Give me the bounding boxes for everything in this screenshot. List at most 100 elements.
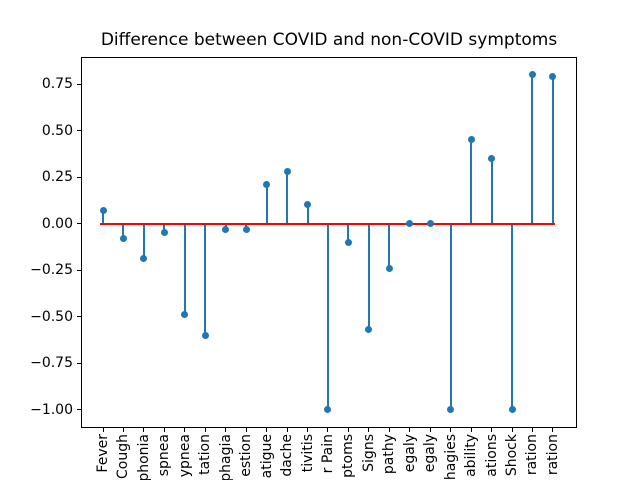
y-tick-label: −0.25 [30,262,73,278]
x-tick-label: ration [544,434,561,476]
data-point-marker [447,406,455,413]
stem-line [204,223,207,336]
stem-line [306,204,309,224]
y-tick-label: 0.25 [41,169,73,185]
x-tick-mark [327,428,329,432]
x-tick-label: tation [197,434,214,475]
data-point-marker [549,73,557,81]
x-tick-mark [470,428,472,432]
x-tick-mark [102,428,104,432]
x-tick-mark [122,428,124,432]
x-tick-mark [552,428,554,432]
stem-line [326,223,329,410]
data-point-marker [181,311,189,319]
stem-line [142,223,145,259]
stem-line [470,139,473,224]
x-tick-label: Signs [360,434,377,472]
x-tick-label: Cough [115,434,132,479]
x-tick-mark [531,428,533,432]
data-point-marker [344,238,352,246]
x-tick-label: dache [279,434,296,477]
x-tick-label: atigue [258,434,275,479]
x-tick-mark [286,428,288,432]
x-tick-label: tivitis [299,434,316,473]
stem-line [531,74,534,224]
data-point-marker [467,136,475,144]
data-point-marker [406,220,414,227]
x-tick-mark [225,428,227,432]
y-tick-mark [77,223,81,224]
data-point-marker [365,326,373,334]
stem-line [265,184,268,224]
x-tick-mark [163,428,165,432]
data-point-marker [222,225,230,233]
stem-line [183,223,186,315]
x-tick-label: pathy [381,434,398,475]
x-tick-mark [143,428,145,432]
data-point-marker [283,167,291,175]
x-tick-label: Shock [504,434,520,477]
y-tick-mark [77,316,81,317]
chart-title: Difference between COVID and non-COVID s… [100,30,558,50]
data-point-marker [99,206,107,214]
x-tick-mark [266,428,268,432]
data-point-marker [140,255,148,263]
y-tick-mark [77,362,81,364]
y-tick-mark [77,176,81,178]
stem-line [551,76,554,224]
x-tick-label: egaly [401,434,418,473]
x-tick-mark [368,428,370,432]
data-point-marker [160,229,168,237]
data-point-marker [508,406,516,413]
data-point-marker [119,234,127,242]
y-tick-label: 0.50 [41,122,73,139]
stem-line [511,223,513,410]
stem-line [388,223,391,269]
x-tick-mark [245,428,247,432]
x-tick-label: ations [483,434,500,477]
x-tick-mark [204,428,206,432]
x-tick-mark [388,428,390,432]
x-tick-mark [511,428,513,432]
x-tick-mark [429,428,431,432]
data-point-marker [324,406,332,413]
data-point-marker [426,220,434,227]
plot-area-border [81,57,577,428]
stem-line [490,158,493,224]
x-tick-mark [491,428,493,432]
y-tick-mark [77,130,81,131]
data-point-marker [201,331,209,339]
stem-line [367,223,370,330]
y-tick-mark [77,83,81,85]
x-tick-label: r Pain [319,434,336,474]
x-tick-mark [450,428,452,432]
stem-line [163,223,166,233]
x-tick-label: Fever [95,434,111,473]
x-tick-label: ptoms [340,434,357,478]
x-tick-label: phonia [135,434,152,480]
y-tick-label: 0.75 [41,76,73,92]
x-tick-mark [307,428,308,432]
stem-line [286,171,289,224]
x-tick-label: ration [524,434,541,476]
x-tick-label: egaly [422,434,439,473]
data-point-marker [385,264,393,272]
stem-line [449,223,452,410]
y-tick-label: −0.75 [30,355,73,371]
x-tick-label: ability [463,434,480,477]
stem-line [347,223,350,243]
data-point-marker [242,225,250,233]
data-point-marker [304,201,311,209]
y-tick-label: −0.50 [30,308,73,325]
data-point-marker [488,154,496,162]
x-tick-label: hagies [442,434,459,480]
data-point-marker [263,180,271,188]
data-point-marker [528,71,536,79]
x-tick-mark [184,428,186,432]
stem-line [122,223,125,239]
y-tick-label: −1.00 [30,401,73,418]
x-tick-label: phagia [217,434,234,480]
y-tick-label: 0.00 [41,215,73,232]
x-tick-label: estion [238,434,255,477]
